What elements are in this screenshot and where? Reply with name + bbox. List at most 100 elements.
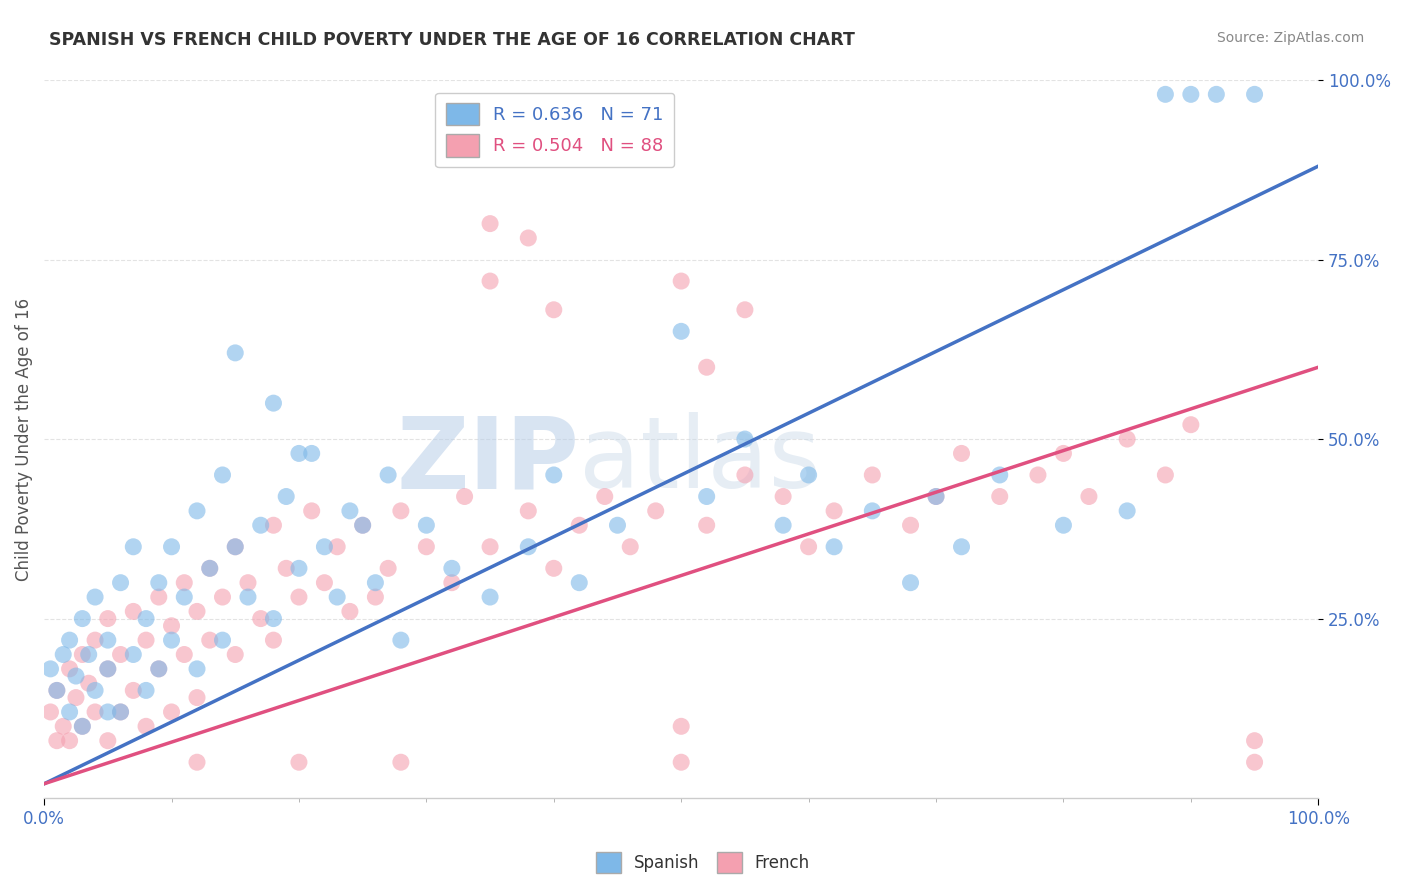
Point: [1026, 467, 1049, 482]
Point: [84, 705, 107, 719]
Point: [352, 518, 374, 533]
Point: [135, 633, 157, 648]
Point: [160, 619, 183, 633]
Point: [160, 633, 183, 648]
Point: [148, 590, 170, 604]
Point: [797, 540, 820, 554]
Point: [389, 756, 412, 770]
Point: [288, 446, 311, 460]
Point: [1180, 87, 1202, 102]
Point: [797, 467, 820, 482]
Point: [186, 504, 208, 518]
Text: ZIP: ZIP: [396, 412, 579, 509]
Point: [860, 504, 883, 518]
Point: [326, 540, 349, 554]
Point: [1052, 446, 1074, 460]
Point: [186, 756, 208, 770]
Point: [364, 590, 387, 604]
Point: [669, 274, 692, 288]
Point: [224, 346, 246, 360]
Point: [606, 518, 628, 533]
Point: [669, 324, 692, 338]
Point: [479, 540, 502, 554]
Point: [288, 756, 311, 770]
Point: [314, 575, 336, 590]
Point: [823, 504, 845, 518]
Point: [1077, 490, 1099, 504]
Point: [734, 432, 756, 446]
Point: [389, 633, 412, 648]
Point: [148, 662, 170, 676]
Point: [900, 518, 922, 533]
Point: [39, 662, 62, 676]
Point: [440, 561, 463, 575]
Point: [479, 274, 502, 288]
Point: [211, 590, 233, 604]
Point: [97, 611, 120, 625]
Point: [77, 676, 100, 690]
Point: [593, 490, 616, 504]
Point: [160, 540, 183, 554]
Point: [84, 590, 107, 604]
Point: [198, 561, 221, 575]
Point: [65, 690, 87, 705]
Point: [377, 561, 399, 575]
Point: [58, 633, 80, 648]
Point: [97, 733, 120, 747]
Point: [669, 756, 692, 770]
Point: [900, 575, 922, 590]
Point: [135, 719, 157, 733]
Point: [173, 575, 195, 590]
Point: [58, 662, 80, 676]
Text: Source: ZipAtlas.com: Source: ZipAtlas.com: [1216, 31, 1364, 45]
Point: [352, 518, 374, 533]
Point: [644, 504, 666, 518]
Point: [110, 575, 132, 590]
Point: [543, 467, 565, 482]
Point: [772, 490, 794, 504]
Point: [669, 719, 692, 733]
Point: [84, 683, 107, 698]
Point: [1180, 417, 1202, 432]
Point: [734, 302, 756, 317]
Point: [211, 633, 233, 648]
Point: [45, 683, 67, 698]
Point: [173, 648, 195, 662]
Legend: R = 0.636   N = 71, R = 0.504   N = 88: R = 0.636 N = 71, R = 0.504 N = 88: [436, 93, 675, 168]
Point: [339, 604, 361, 618]
Point: [72, 719, 94, 733]
Point: [262, 518, 284, 533]
Point: [1052, 518, 1074, 533]
Point: [950, 540, 973, 554]
Point: [276, 490, 298, 504]
Point: [860, 467, 883, 482]
Text: atlas: atlas: [579, 412, 821, 509]
Point: [517, 540, 540, 554]
Point: [148, 662, 170, 676]
Point: [301, 504, 323, 518]
Point: [543, 302, 565, 317]
Point: [65, 669, 87, 683]
Point: [619, 540, 641, 554]
Point: [1243, 87, 1265, 102]
Point: [326, 590, 349, 604]
Point: [58, 705, 80, 719]
Point: [135, 611, 157, 625]
Point: [415, 518, 437, 533]
Point: [122, 648, 145, 662]
Point: [198, 561, 221, 575]
Point: [696, 360, 718, 375]
Point: [198, 633, 221, 648]
Point: [988, 467, 1011, 482]
Point: [262, 611, 284, 625]
Point: [110, 648, 132, 662]
Point: [1154, 87, 1177, 102]
Point: [453, 490, 475, 504]
Point: [52, 719, 75, 733]
Point: [925, 490, 948, 504]
Point: [288, 590, 311, 604]
Point: [734, 467, 756, 482]
Point: [262, 396, 284, 410]
Point: [314, 540, 336, 554]
Point: [517, 504, 540, 518]
